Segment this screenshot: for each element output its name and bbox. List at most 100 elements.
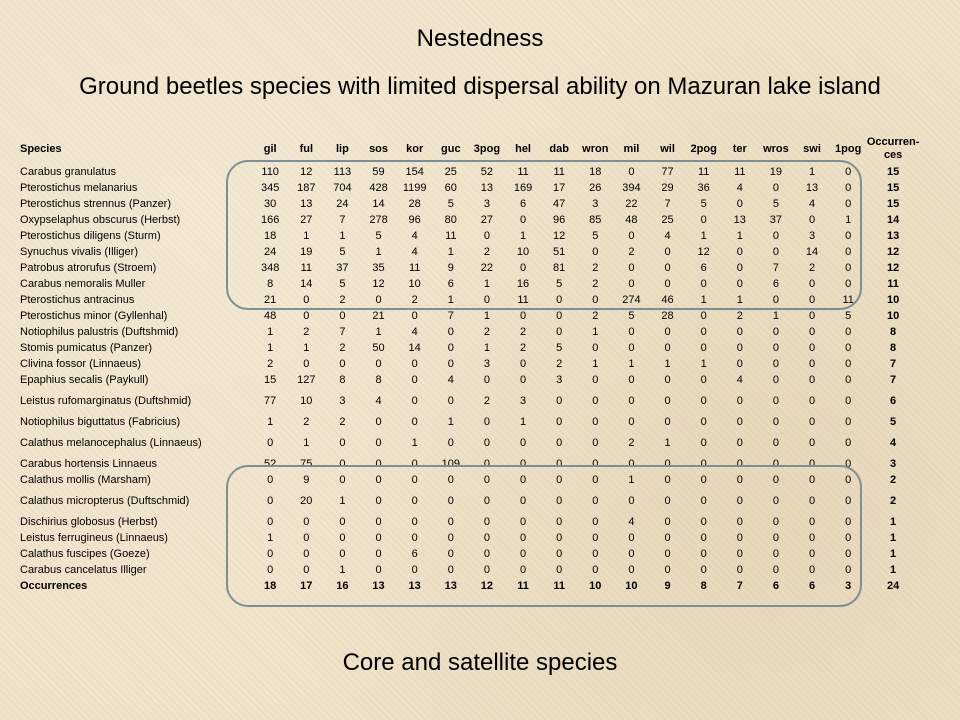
column-header: guc — [441, 142, 461, 155]
count-cell: 0 — [375, 293, 382, 306]
totals-label: Occurrences — [20, 579, 88, 592]
count-cell: 0 — [736, 547, 743, 560]
count-cell: 0 — [700, 415, 707, 428]
count-cell: 0 — [556, 394, 563, 407]
species-name: Clivina fossor (Linnaeus) — [20, 357, 142, 370]
count-cell: 0 — [519, 547, 527, 560]
count-cell: 0 — [375, 494, 382, 507]
count-cell: 0 — [411, 357, 418, 370]
count-cell: 13 — [480, 181, 494, 194]
count-cell: 5 — [339, 245, 346, 258]
count-cell: 0 — [845, 436, 852, 449]
column-header: swi — [803, 142, 821, 155]
count-cell: 26 — [589, 181, 602, 194]
count-cell: 12 — [553, 229, 566, 242]
count-cell: 0 — [700, 373, 707, 386]
total-cell: 17 — [300, 579, 313, 592]
count-cell: 0 — [411, 494, 418, 507]
count-cell: 428 — [369, 181, 388, 194]
count-cell: 6 — [447, 277, 454, 290]
count-cell: 11 — [842, 293, 854, 306]
count-cell: 0 — [700, 563, 707, 576]
count-cell: 96 — [408, 213, 421, 226]
count-cell: 0 — [736, 341, 743, 354]
slide-title: Nestedness — [416, 25, 544, 52]
count-cell: 0 — [772, 229, 779, 242]
count-cell: 6 — [519, 197, 527, 210]
count-cell: 0 — [628, 277, 635, 290]
count-cell: 0 — [700, 531, 707, 544]
count-cell: 0 — [447, 531, 454, 544]
count-cell: 85 — [589, 213, 602, 226]
species-name: Carabus hortensis Linnaeus — [20, 457, 157, 470]
occurrence-cell: 4 — [890, 436, 897, 449]
species-name: Pterostichus minor (Gyllenhal) — [20, 309, 168, 322]
count-cell: 17 — [553, 181, 566, 194]
count-cell: 110 — [261, 165, 279, 178]
count-cell: 1 — [375, 325, 382, 338]
count-cell: 48 — [625, 213, 638, 226]
count-cell: 0 — [736, 357, 743, 370]
count-cell: 0 — [736, 473, 743, 486]
table-row: Carabus nemoralis Muller 8 14 5 12 10 6 1 16 5 2 0 0… — [20, 276, 920, 292]
count-cell: 109 — [441, 457, 460, 470]
count-cell: 13 — [300, 197, 313, 210]
species-name: Epaphius secalis (Paykull) — [20, 373, 149, 386]
count-cell: 1 — [736, 229, 743, 242]
count-cell: 0 — [700, 436, 707, 449]
count-cell: 3 — [556, 373, 563, 386]
occurrence-cell: 2 — [890, 473, 897, 486]
table-row: Pterostichus diligens (Sturm) 18 1 1 5 4 11 0 1 1… — [20, 228, 920, 244]
count-cell: 0 — [664, 515, 671, 528]
count-cell: 0 — [411, 515, 418, 528]
count-cell: 1 — [592, 357, 599, 370]
count-cell: 19 — [769, 165, 783, 178]
count-cell: 0 — [628, 415, 635, 428]
count-cell: 0 — [772, 415, 779, 428]
count-cell: 0 — [845, 197, 852, 210]
count-cell: 0 — [808, 473, 816, 486]
count-cell: 348 — [260, 261, 280, 274]
count-cell: 0 — [628, 531, 635, 544]
count-cell: 3 — [808, 229, 816, 242]
count-cell: 0 — [375, 436, 382, 449]
count-cell: 0 — [483, 293, 490, 306]
column-header: gil — [263, 142, 277, 155]
count-cell: 1 — [664, 357, 671, 370]
count-cell: 2 — [267, 357, 274, 370]
count-cell: 154 — [405, 165, 424, 178]
count-cell: 1 — [303, 341, 310, 354]
column-header: hel — [515, 142, 531, 155]
table-header-row: Species gil ful lip sos kor guc 3pog hel… — [20, 134, 920, 164]
count-cell: 12 — [372, 277, 385, 290]
count-cell: 0 — [375, 357, 382, 370]
count-cell: 0 — [736, 531, 743, 544]
count-cell: 0 — [447, 547, 454, 560]
count-cell: 0 — [845, 229, 852, 242]
count-cell: 0 — [808, 394, 816, 407]
species-name: Calathus melanocephalus (Linnaeus) — [20, 436, 202, 449]
count-cell: 0 — [592, 293, 599, 306]
count-cell: 0 — [664, 245, 671, 258]
count-cell: 2 — [592, 309, 599, 322]
count-cell: 0 — [700, 213, 707, 226]
count-cell: 2 — [339, 293, 346, 306]
count-cell: 0 — [592, 415, 599, 428]
species-name: Stomis pumicatus (Panzer) — [20, 341, 153, 354]
count-cell: 3 — [339, 394, 346, 407]
occurrence-cell: 1 — [890, 515, 897, 528]
count-cell: 1 — [772, 309, 779, 322]
count-cell: 0 — [519, 357, 527, 370]
count-cell: 0 — [736, 494, 743, 507]
count-cell: 0 — [628, 325, 635, 338]
total-cell: 11 — [517, 579, 529, 592]
count-cell: 0 — [519, 373, 527, 386]
count-cell: 0 — [628, 394, 635, 407]
count-cell: 0 — [556, 293, 563, 306]
count-cell: 0 — [447, 436, 454, 449]
total-cell: 6 — [808, 579, 816, 592]
count-cell: 166 — [260, 213, 280, 226]
count-cell: 20 — [300, 494, 313, 507]
count-cell: 2 — [303, 415, 310, 428]
count-cell: 2 — [592, 261, 599, 274]
